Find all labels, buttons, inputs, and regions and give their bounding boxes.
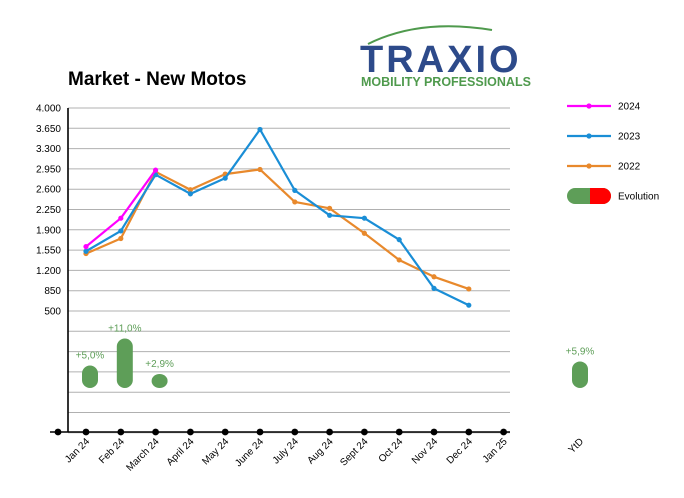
x-tick-label: Nov 24 [410,436,440,466]
data-point-2023 [257,126,263,133]
x-tick-label: March 24 [124,436,162,474]
y-tick-label: 3.300 [36,144,61,155]
ytd-evolution-label: +5,9% [566,346,595,357]
legend-label-2023: 2023 [618,132,641,143]
data-point-2023 [327,212,333,218]
data-point-2022 [466,286,472,292]
x-tick-label: April 24 [165,436,197,468]
evolution-bar [82,365,98,388]
data-point-2023 [431,285,437,291]
x-tick-label: Sept 24 [338,436,370,468]
x-tick-label: May 24 [200,436,231,467]
evolution-bars: +5,0% +11,0% +2,9% +5,9% [76,324,595,388]
y-tick-label: 2.600 [36,185,61,196]
series-line-2023 [85,128,470,307]
logo-wordmark: TRAXIO [360,39,522,81]
x-axis-dot [54,428,62,436]
series-lines [83,126,472,308]
x-axis-dot [221,428,229,436]
data-point-2023 [396,237,402,243]
logo-swoosh [367,25,493,45]
y-tick-label: 4.000 [36,104,61,115]
logo-tagline: MOBILITY PROFESSIONALS [361,75,531,89]
data-point-2022 [396,257,402,263]
evolution-bar [116,338,133,388]
data-point-2022 [292,199,298,205]
legend-label-2024: 2024 [618,102,641,113]
grid-lines [67,107,510,434]
data-point-2022 [361,230,367,236]
evolution-label: +11,0% [108,324,142,335]
data-point-2023 [83,248,89,254]
x-axis-dot [500,428,507,436]
x-tick-label: Jan 24 [63,436,92,465]
x-axis-dot [430,428,438,436]
data-point-2023 [118,228,124,234]
x-axis-dot [152,428,160,436]
data-point-2023 [187,191,193,197]
data-point-2023 [361,215,367,221]
y-tick-label: 1.200 [36,266,61,277]
data-point-2024 [118,215,124,221]
y-axis-ticks: 4.000 3.650 3.300 2.950 2.600 2.250 1.900 1.550… [36,104,61,318]
data-point-2023 [292,187,298,193]
evolution-label: +5,0% [76,351,105,362]
x-tick-label: Dec 24 [445,436,475,466]
y-tick-label: 1.900 [36,225,61,236]
legend-marker-2023 [586,133,592,139]
data-point-2022 [118,235,124,242]
ytd-label: YtD [567,436,587,456]
data-point-2022 [187,187,193,193]
y-tick-label: 500 [44,307,61,318]
x-tick-label: July 24 [271,436,301,466]
legend-label-evolution: Evolution [618,192,659,203]
x-tick-label: Feb 24 [97,436,127,466]
y-tick-label: 2.250 [36,205,61,216]
chart-title: Market - New Motos [68,69,246,90]
x-axis-dot [82,428,90,436]
y-tick-label: 2.950 [36,164,61,175]
series-line-2024 [85,169,157,248]
x-axis-dot [117,428,125,436]
x-tick-label: Oct 24 [377,436,406,465]
data-point-2022 [327,205,333,211]
y-tick-label: 3.650 [36,124,61,135]
legend-marker-2022 [586,163,592,169]
x-axis-dot [465,428,473,436]
y-tick-label: 1.550 [36,246,61,257]
evolution-bar [151,374,168,388]
legend-label-2022: 2022 [618,162,641,173]
traxio-logo: TRAXIO MOBILITY PROFESSIONALS [360,25,531,89]
data-point-2022 [257,166,263,173]
x-axis-dot [326,428,333,436]
data-point-2023 [466,302,472,308]
data-point-2022 [431,274,437,280]
x-tick-label: Jan 25 [481,436,510,465]
x-axis-dot [256,428,264,436]
data-point-2024 [83,244,89,250]
data-point-2024 [153,167,159,173]
ytd-evolution-bar [572,361,588,388]
legend: 2024 2023 2022 Evolution [567,102,659,204]
x-axis-dot [395,428,403,436]
y-tick-label: 850 [44,286,61,297]
x-tick-label: Aug 24 [306,436,336,466]
x-axis-dot [361,428,368,436]
legend-evolution-negative [590,188,611,204]
x-axis-dot [291,428,299,436]
x-axis-dot [187,428,194,436]
x-tick-label: June 24 [233,436,266,469]
evolution-label: +2,9% [145,359,174,370]
data-point-2023 [222,175,228,181]
legend-marker-2024 [586,103,592,109]
